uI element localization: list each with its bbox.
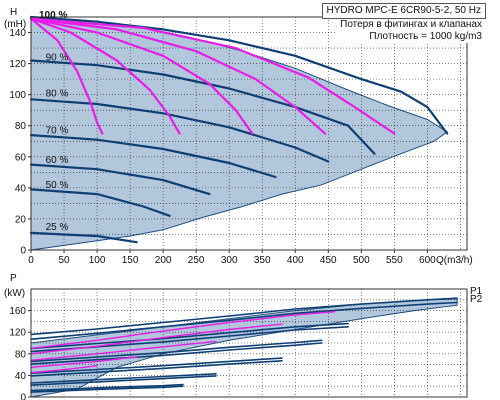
head-xtick-label: 400 <box>287 255 304 266</box>
head-xtick-label: 300 <box>221 255 238 266</box>
head-ytick-label: 0 <box>20 246 26 257</box>
speed-label-2: 80 % <box>46 88 69 99</box>
head-ytick-label: 20 <box>15 214 27 225</box>
speed-label-0: 100 % <box>39 10 67 21</box>
head-xtick-label: 500 <box>353 255 370 266</box>
head-xtick-label: 0 <box>28 255 34 266</box>
power-panel: 0 40 80 120 160 P (kW) <box>4 273 468 400</box>
head-xtick-label: 200 <box>155 255 172 266</box>
head-system-curve-3 <box>29 17 327 135</box>
power-speed-curve-9 <box>30 375 217 386</box>
head-ytick-label: 80 <box>15 121 27 132</box>
pump-title: HYDRO MPC-E 6CR90-5-2, 50 Hz <box>326 5 481 16</box>
conditions-note: Потеря в фитингах и клапанах Плотность =… <box>336 19 486 43</box>
power-speed-curve-6 <box>30 357 283 375</box>
head-panel: 0 20 40 60 80 100 120 140 H(mH) <box>4 7 468 257</box>
power-frame <box>30 288 468 398</box>
head-ytick-label: 140 <box>9 28 26 39</box>
fittings-loss-note: Потеря в фитингах и клапанах <box>340 19 482 30</box>
head-xtick-label: 250 <box>188 255 205 266</box>
head-xtick-label: 550 <box>386 255 403 266</box>
pump-title-box: HYDRO MPC-E 6CR90-5-2, 50 Hz <box>321 3 486 19</box>
head-frame <box>30 16 468 251</box>
power-system-curve-0 <box>30 311 336 350</box>
power-speed-curve-0 <box>30 297 458 336</box>
speed-label-5: 50 % <box>46 180 69 191</box>
head-xtick-label: 100 <box>89 255 106 266</box>
power-end-label-p1: P1 <box>470 286 483 297</box>
head-speed-curve-6 <box>29 231 138 244</box>
head-ytick-label: 120 <box>9 59 26 70</box>
power-yunit: (kW) <box>4 288 25 299</box>
speed-label-4: 60 % <box>46 155 69 166</box>
power-system-curve-2 <box>30 340 217 361</box>
head-yunit: (mH) <box>4 19 26 30</box>
speed-label-1: 90 % <box>46 53 69 64</box>
power-ytick-label: 80 <box>15 349 27 360</box>
head-ytick-label: 100 <box>9 90 26 101</box>
head-ytick-label: 60 <box>15 152 27 163</box>
head-system-curve-4 <box>29 17 396 135</box>
head-speed-curve-5 <box>29 188 171 217</box>
power-speed-curve-2 <box>30 322 349 350</box>
head-system-curve-0 <box>29 17 104 135</box>
head-speed-curve-4 <box>29 163 211 196</box>
head-ylabel: H <box>10 7 17 18</box>
power-speed-curve-10 <box>30 383 184 392</box>
power-ytick-label: 40 <box>15 371 27 382</box>
power-ytick-label: 160 <box>9 306 26 317</box>
head-xtick-label: 600 <box>419 255 436 266</box>
speed-label-6: 25 % <box>46 222 69 233</box>
power-ylabel: P <box>10 273 17 284</box>
power-speed-curve-8 <box>30 372 217 384</box>
power-speed-curve-1 <box>30 301 458 341</box>
power-end-label-p2: P2 <box>470 294 483 305</box>
power-speed-curve-7 <box>30 359 283 377</box>
head-xtick-label: 50 <box>58 255 70 266</box>
power-system-curve-3 <box>30 356 138 368</box>
power-speed-curve-11 <box>30 385 184 393</box>
power-system-curve-4 <box>30 365 98 374</box>
power-ytick-label: 0 <box>20 393 26 400</box>
head-xtick-label: 150 <box>122 255 139 266</box>
power-ytick-label: 120 <box>9 328 26 339</box>
head-system-curve-2 <box>29 17 254 135</box>
head-xtick-label: 350 <box>254 255 271 266</box>
power-speed-curve-4 <box>30 339 323 363</box>
head-ytick-label: 40 <box>15 183 27 194</box>
head-xtick-label: 450 <box>320 255 337 266</box>
speed-label-3: 70 % <box>46 126 69 137</box>
head-speed-curve-2 <box>29 98 330 163</box>
power-speed-curve-5 <box>30 342 323 365</box>
head-xlabel: Q(m3/h) <box>436 255 473 266</box>
head-speed-curve-0 <box>29 15 449 135</box>
density-note: Плотность = 1000 kg/m3 <box>369 31 482 42</box>
head-speed-curve-3 <box>29 134 277 179</box>
head-system-curve-1 <box>29 17 181 135</box>
power-system-curve-1 <box>30 323 283 355</box>
head-speed-curve-1 <box>29 59 376 155</box>
